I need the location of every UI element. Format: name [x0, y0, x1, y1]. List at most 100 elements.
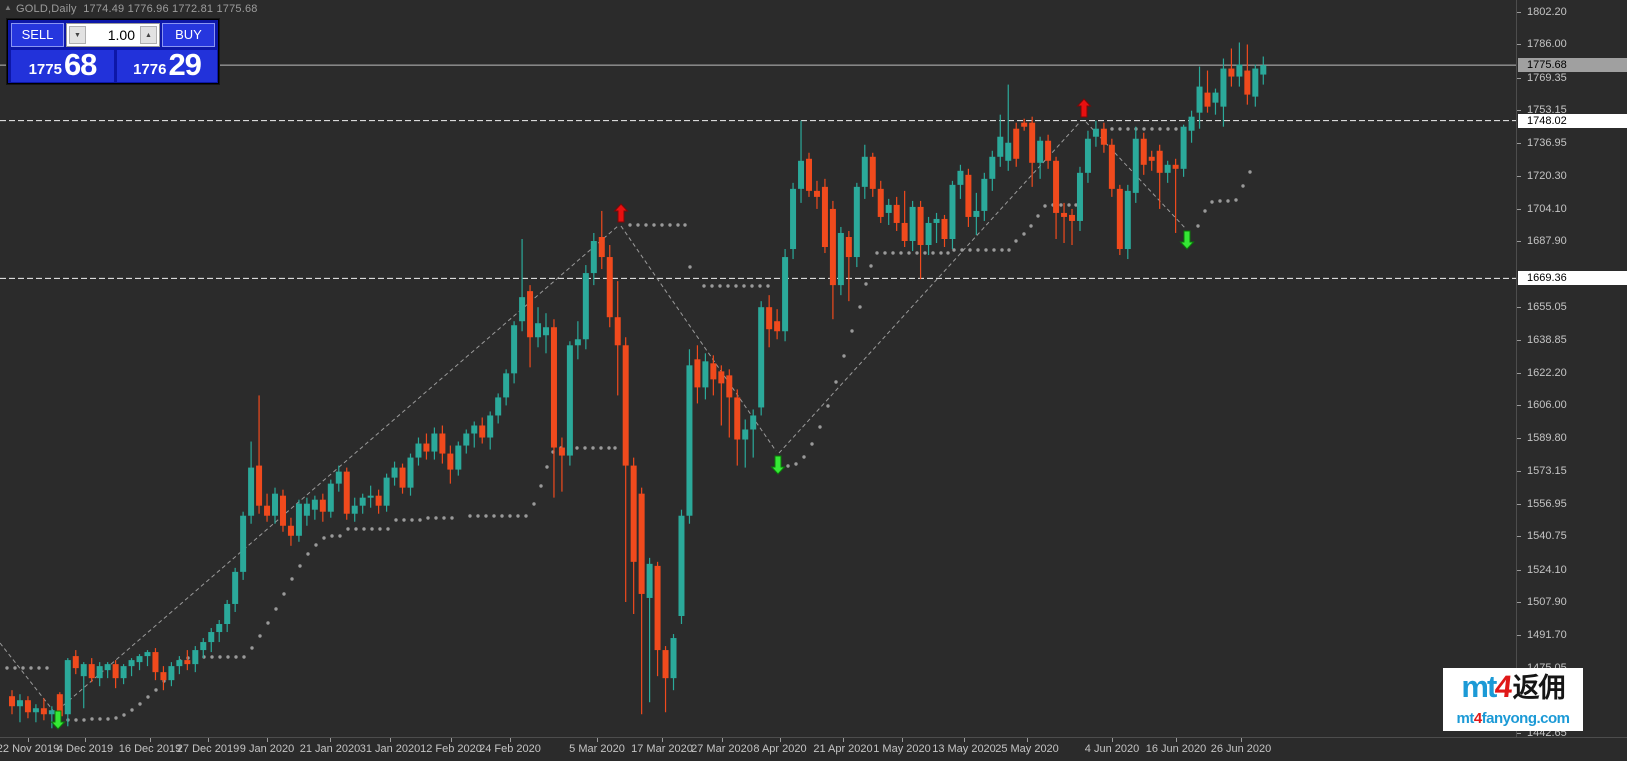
candle-body: [630, 465, 637, 562]
candle-body: [997, 136, 1004, 157]
sar-dot: [952, 248, 956, 252]
candle-body: [120, 666, 127, 679]
date-axis-label: 22 Nov 2019: [0, 743, 60, 755]
sar-dot: [508, 514, 512, 518]
volume-input[interactable]: 1.00: [107, 27, 135, 43]
candle-body: [638, 493, 645, 594]
sar-dot: [114, 716, 118, 720]
date-tick: [780, 738, 781, 742]
date-tick: [843, 738, 844, 742]
date-tick: [330, 738, 331, 742]
sar-dot: [290, 577, 294, 581]
candle-body: [367, 495, 374, 498]
candle-body: [550, 327, 557, 448]
date-axis-label: 17 Mar 2020: [631, 743, 693, 755]
candle-body: [1188, 116, 1195, 131]
price-axis-label: 1606.00: [1527, 399, 1567, 412]
sar-dot: [613, 446, 617, 450]
sar-dot: [45, 666, 49, 670]
bid-big-digits: 68: [63, 47, 97, 82]
sar-dot: [394, 518, 398, 522]
sar-dot: [676, 223, 680, 227]
symbol-collapse-icon[interactable]: ▲: [4, 3, 12, 12]
sar-dot: [90, 717, 94, 721]
volume-decrease-icon[interactable]: ▼: [69, 26, 86, 44]
price-axis-label: 1802.20: [1527, 6, 1567, 18]
candle-body: [1252, 68, 1259, 97]
volume-increase-icon[interactable]: ▲: [140, 26, 157, 44]
price-tick: [1517, 634, 1521, 636]
price-axis-label: 1638.85: [1527, 333, 1567, 346]
candle-body: [909, 206, 916, 242]
candle-body: [1244, 70, 1251, 95]
candle-body: [463, 433, 470, 446]
sar-dot: [1118, 127, 1122, 131]
candle-body: [351, 505, 358, 514]
price-tick: [1517, 176, 1521, 178]
candle-body: [112, 664, 119, 679]
sell-signal-arrow-icon: [1076, 98, 1092, 118]
candle-body: [1053, 160, 1060, 213]
candle-body: [1140, 138, 1147, 165]
sar-dot: [946, 251, 950, 255]
candle-body: [1156, 150, 1163, 173]
candle-body: [702, 361, 709, 388]
candle-body: [527, 291, 534, 338]
sar-dot: [907, 251, 911, 255]
sar-dot: [1210, 200, 1214, 204]
candle-body: [686, 365, 693, 516]
logo-cn: 返佣: [1512, 673, 1566, 703]
price-axis-label: 1655.05: [1527, 301, 1567, 314]
price-tick: [1517, 536, 1521, 538]
sar-dot: [850, 329, 854, 333]
candle-body: [710, 363, 717, 380]
date-tick: [597, 738, 598, 742]
candle-body: [853, 186, 860, 258]
candle-body: [423, 443, 430, 452]
sar-dot: [875, 251, 879, 255]
sar-dot: [984, 248, 988, 252]
sar-dot: [1007, 248, 1011, 252]
sar-dot: [1110, 127, 1114, 131]
sar-dot: [1158, 127, 1162, 131]
candle-body: [519, 297, 526, 322]
sar-dot: [742, 284, 746, 288]
date-axis-label: 13 May 2020: [932, 743, 996, 755]
sell-button[interactable]: SELL: [11, 23, 64, 47]
sar-dot: [583, 446, 587, 450]
sar-dot: [939, 251, 943, 255]
candle-body: [1220, 68, 1227, 107]
sar-dot: [766, 284, 770, 288]
date-axis-label: 4 Jun 2020: [1084, 743, 1140, 755]
price-axis[interactable]: 1802.20 1786.00 1769.35 1753.15 1736.95 1720.…: [1516, 0, 1627, 761]
candle-body: [216, 624, 223, 633]
price-tick: [1517, 733, 1521, 734]
watermark-site-url: mt4fanyong.com: [1443, 710, 1583, 728]
bid-price[interactable]: 1775 68: [11, 47, 114, 82]
candle-body: [1061, 212, 1068, 217]
sar-dot: [668, 223, 672, 227]
site-mt: mt: [1456, 710, 1474, 727]
candle-body: [1196, 86, 1203, 113]
site-rest: fanyong.com: [1481, 710, 1570, 727]
sar-dot: [346, 527, 350, 531]
candle-body: [359, 497, 366, 506]
time-axis[interactable]: 22 Nov 2019 4 Dec 2019 16 Dec 2019 27 Dec 2…: [0, 737, 1627, 761]
sar-dot: [1074, 203, 1078, 207]
candle-body: [670, 638, 677, 679]
sar-dot: [13, 666, 17, 670]
candle-body: [1029, 122, 1036, 163]
ask-price[interactable]: 1776 29: [117, 49, 217, 82]
sar-dot: [532, 502, 536, 506]
candle-body: [582, 273, 589, 340]
candle-body: [16, 700, 23, 707]
price-axis-label: 1524.10: [1527, 563, 1567, 576]
candle-body: [1148, 156, 1155, 161]
candle-body: [104, 664, 111, 671]
candle-body: [327, 483, 334, 512]
sar-dot: [362, 527, 366, 531]
buy-button[interactable]: BUY: [162, 23, 215, 47]
candle-body: [622, 345, 629, 466]
sar-dot: [599, 446, 603, 450]
